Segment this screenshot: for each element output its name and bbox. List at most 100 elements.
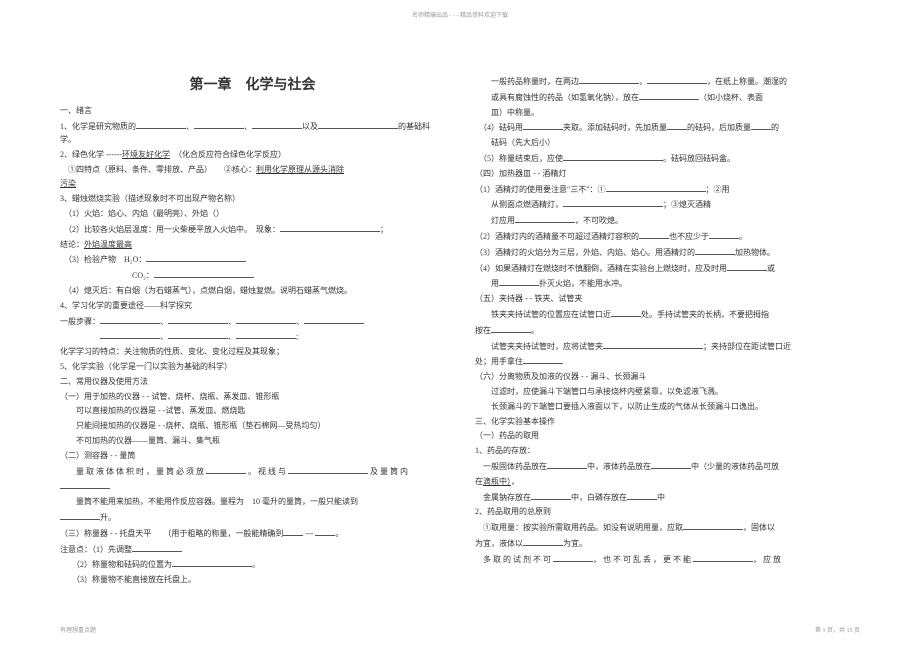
text-line: （一）用于加热的仪器 - - 试管、烧杯、烧瓶、蒸发皿、锥形瓶 — [60, 391, 445, 404]
text-line: 或具有腐蚀性的药品（如氢氧化钠），放在（如小烧杯、表面 — [475, 91, 860, 105]
fill-blank — [146, 253, 246, 262]
right-column: 一般药品称量时，在两边，，在纸上称量。潮湿的 或具有腐蚀性的药品（如氢氧化钠），… — [475, 75, 860, 589]
fill-blank — [236, 330, 296, 339]
left-column: 第一章 化学与社会 一、绪言1、化学是研究物质的、、以及的基础科学。2、绿色化学… — [60, 75, 445, 589]
text-line: 2、药品取用的总原则 — [475, 506, 860, 519]
underlined-text: 环境友好化学 — [122, 150, 170, 159]
text-line: 、、; — [60, 330, 445, 344]
text-line: 4、学习化学的重要途径——科学探究 — [60, 300, 445, 313]
text-line: （2）酒精灯内的酒精量不可超过酒精灯容积的也不应少于。 — [475, 230, 860, 244]
text-line: CO₂： — [60, 269, 445, 283]
fill-blank — [252, 120, 302, 129]
text-line: （3）检验产物 H₂O： — [60, 253, 445, 267]
text-line: （二）测容器 - - 量筒 — [60, 450, 445, 463]
text-line: 不可加热的仪器——量筒、漏斗、集气瓶 — [60, 435, 445, 448]
text-line: （六）分离物质及加液的仪器 - - 漏斗、长颈漏斗 — [475, 371, 860, 384]
text-line: 长颈漏斗的下端管口要插入液面以下，以防止生成的气体从长颈漏斗口逸出。 — [475, 401, 860, 414]
fill-blank — [236, 315, 296, 324]
text-line: （4）砝码用夹取。添加砝码时，先加质量的砝码，后加质量的 — [475, 121, 860, 135]
text-line: 注意点：（1）先调整 — [60, 543, 445, 557]
text-line: 皿）中称量。 — [475, 107, 860, 120]
text-line: 5、化学实验（化学是一门以实验为基础的科学） — [60, 361, 445, 374]
text-line: 二、常用仪器及使用方法 — [60, 376, 445, 389]
text-line: 砝码（先大后小） — [475, 137, 860, 150]
fill-blank — [168, 315, 228, 324]
fill-blank — [315, 527, 335, 536]
fill-blank — [172, 558, 252, 567]
text-line: 量 取 液 体 体 积 时 ， 量 筒 必 须 放 。 视 线 与 及 量 筒 … — [60, 465, 445, 479]
fill-blank — [100, 330, 160, 339]
footer-left: 有理想重点题 — [60, 627, 96, 637]
text-line: 一般步骤：、、、 — [60, 315, 445, 329]
text-line: 一般药品称量时，在两边，，在纸上称量。潮湿的 — [475, 75, 860, 89]
fill-blank — [60, 511, 100, 520]
fill-blank — [206, 465, 246, 474]
text-line: 三、化学实验基本操作 — [475, 416, 860, 429]
text-line: 多 取 的 试 剂 不 可 ， 也 不 可 乱 丢 ， 更 不 能 ， 应 放 — [475, 553, 860, 567]
text-line: 化学学习的特点：关注物质的性质、变化、变化过程及其现象； — [60, 346, 445, 359]
fill-blank — [667, 121, 687, 130]
text-line: 污染 — [60, 178, 445, 191]
fill-blank — [683, 521, 743, 530]
text-line: 处；用手拿住 — [475, 355, 860, 369]
text-line: 过滤时，应使漏斗下端管口与承接烧杯内壁紧靠，以免滤液飞溅。 — [475, 386, 860, 399]
fill-blank — [60, 480, 110, 489]
fill-blank — [727, 262, 767, 271]
text-line: 试管夹夹持试管时，应将试管夹；夹持部位在距试管口近 — [475, 340, 860, 354]
text-line: 在滴瓶中）， — [475, 476, 860, 489]
fill-blank — [318, 120, 398, 129]
fill-blank — [136, 120, 186, 129]
fill-blank — [693, 553, 753, 562]
text-line: ①取用量：按实验所需取用药品。如没有说明用量，应取，固体以 — [475, 521, 860, 535]
text-line: （五）夹持器 - - 铁夹、试管夹 — [475, 293, 860, 306]
fill-blank — [751, 121, 771, 130]
fill-blank — [563, 198, 663, 207]
fill-blank — [280, 223, 380, 232]
fill-blank — [579, 75, 639, 84]
text-line: 1、药品的存放： — [475, 445, 860, 458]
fill-blank — [627, 491, 657, 500]
text-line — [60, 480, 445, 494]
fill-blank — [283, 527, 303, 536]
text-line: 结论：外焰温度最高 — [60, 239, 445, 252]
fill-blank — [304, 315, 364, 324]
fill-blank — [288, 465, 368, 474]
fill-blank — [611, 308, 641, 317]
fill-blank — [651, 460, 691, 469]
underlined-text: 外焰温度最高 — [84, 240, 132, 249]
text-line: 1、化学是研究物质的、、以及的基础科学。 — [60, 120, 445, 147]
fill-blank — [100, 315, 160, 324]
footer-right: 第 1 页，共 15 页 — [815, 627, 860, 637]
text-line: （3）酒精灯的火焰分为三层，外焰、内焰、焰心。用酒精灯的加热物体。 — [475, 246, 860, 260]
text-line: （三）称量器 - - 托盘天平 （用于粗略的称量，一般能精确到 --- 。 — [60, 527, 445, 541]
text-line: 量筒不能用来加热，不能用作反应容器。量程为 10 毫升的量筒，一般只能读到 — [60, 496, 445, 509]
text-line: （1）火焰：焰心、内焰（最明亮）、外焰（） — [60, 208, 445, 221]
text-line: 2、绿色化学 ------环境友好化学 （化合反应符合绿色化学反应） — [60, 149, 445, 162]
header-note: 名师精编出品 - - - 精品资料欢迎下载 — [412, 12, 508, 22]
fill-blank — [523, 355, 563, 364]
text-line: 一、绪言 — [60, 105, 445, 118]
underlined-text: 利用化学原理从源头消除 — [256, 165, 344, 174]
text-line: 灯应用，不可吹熄。 — [475, 214, 860, 228]
text-line: 只能间接加热的仪器是 - -烧杯、烧瓶、锥形瓶（垫石棉网—受热均匀） — [60, 420, 445, 433]
text-line: （3）称量物不能直接放在托盘上。 — [60, 574, 445, 587]
text-line: 金属钠存放在中，白磷存放在中 — [475, 491, 860, 505]
fill-blank — [499, 277, 539, 286]
text-line: 一般固体药品放在中，液体药品放在中（少量的液体药品可放 — [475, 460, 860, 474]
fill-blank — [603, 340, 703, 349]
fill-blank — [168, 330, 228, 339]
fill-blank — [606, 183, 706, 192]
text-line: （4）如果酒精灯在燃烧时不慎翻倒，酒精在实验台上燃烧时，应及时用或 — [475, 262, 860, 276]
fill-blank — [563, 152, 663, 161]
text-line: （5）称量结束后，应使。砝码放回砝码盒。 — [475, 152, 860, 166]
text-line: 用扑灭火焰，不能用水冲。 — [475, 277, 860, 291]
text-line: （1）酒精灯的使用要注意"三不"：①；②用 — [475, 183, 860, 197]
fill-blank — [523, 121, 563, 130]
text-line: （4）熄灭后：有白烟（为石蜡蒸气），点燃白烟，蜡烛复燃。说明石蜡蒸气燃烧。 — [60, 285, 445, 298]
fill-blank — [647, 75, 707, 84]
text-line: 可以直接加热的仪器是 - -试管、蒸发皿、燃烧匙 — [60, 405, 445, 418]
text-line: 升。 — [60, 511, 445, 525]
main-content: 第一章 化学与社会 一、绪言1、化学是研究物质的、、以及的基础科学。2、绿色化学… — [60, 75, 860, 589]
fill-blank — [531, 491, 571, 500]
fill-blank — [194, 120, 244, 129]
